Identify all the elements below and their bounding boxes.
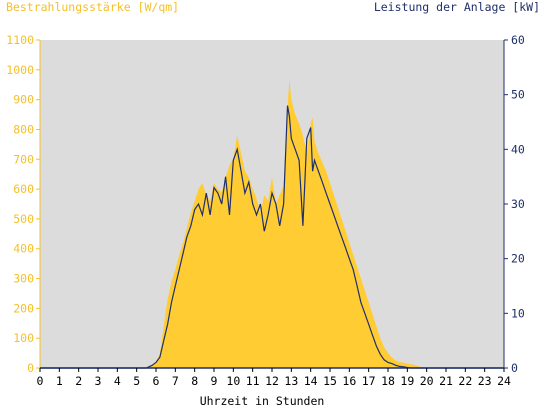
x-tick-label: 10: [226, 374, 240, 388]
left-tick-label: 200: [13, 301, 34, 315]
x-tick-label: 3: [95, 374, 102, 388]
x-tick-label: 1: [56, 374, 63, 388]
right-tick-label: 10: [511, 306, 525, 320]
left-tick-label: 500: [13, 212, 34, 226]
left-tick-label: 1000: [6, 63, 34, 77]
left-tick-label: 1100: [6, 33, 34, 47]
x-tick-label: 20: [420, 374, 434, 388]
x-tick-label: 11: [246, 374, 260, 388]
x-tick-label: 13: [284, 374, 298, 388]
x-tick-label: 24: [497, 374, 511, 388]
x-tick-label: 0: [37, 374, 44, 388]
left-tick-label: 800: [13, 122, 34, 136]
x-tick-label: 18: [381, 374, 395, 388]
right-tick-label: 30: [511, 197, 525, 211]
right-tick-label: 20: [511, 252, 525, 266]
x-tick-label: 7: [172, 374, 179, 388]
x-tick-label: 12: [265, 374, 279, 388]
series-layer: [40, 78, 504, 369]
x-tick-label: 21: [439, 374, 453, 388]
x-tick-label: 4: [114, 374, 121, 388]
right-axis-title: Leistung der Anlage [kW]: [374, 0, 540, 14]
right-tick-label: 60: [511, 33, 525, 47]
left-ticks: 0 100 200 300 400 500 600 700 800 900 1000 1100: [6, 33, 40, 375]
x-axis-title: Uhrzeit in Stunden: [200, 394, 325, 408]
x-tick-label: 16: [342, 374, 356, 388]
x-tick-label: 15: [323, 374, 337, 388]
left-tick-label: 300: [13, 272, 34, 286]
x-tick-label: 23: [478, 374, 492, 388]
left-tick-label: 100: [13, 331, 34, 345]
x-tick-label: 22: [458, 374, 472, 388]
x-tick-label: 19: [400, 374, 414, 388]
right-ticks: 0 10 20 30 40 50 60: [504, 33, 525, 375]
x-tick-label: 8: [191, 374, 198, 388]
right-tick-label: 0: [511, 361, 518, 375]
irradiance-area: [40, 78, 504, 369]
x-tick-label: 2: [75, 374, 82, 388]
x-tick-label: 6: [153, 374, 160, 388]
left-tick-label: 0: [27, 361, 34, 375]
right-tick-label: 40: [511, 142, 525, 156]
left-tick-label: 900: [13, 93, 34, 107]
left-tick-label: 400: [13, 242, 34, 256]
power-line: [40, 105, 504, 369]
x-tick-label: 17: [362, 374, 376, 388]
left-tick-label: 600: [13, 182, 34, 196]
right-tick-label: 50: [511, 88, 525, 102]
left-tick-label: 700: [13, 152, 34, 166]
left-axis-title: Bestrahlungsstärke [W/qm]: [6, 0, 179, 14]
x-tick-label: 9: [211, 374, 218, 388]
x-tick-label: 14: [304, 374, 318, 388]
x-ticks: 0 1 2 3 4 5 6 7 8 9 10 11 12 13 14 15 16 17 18 19 20 21 22 23 24: [37, 368, 511, 388]
x-tick-label: 5: [133, 374, 140, 388]
